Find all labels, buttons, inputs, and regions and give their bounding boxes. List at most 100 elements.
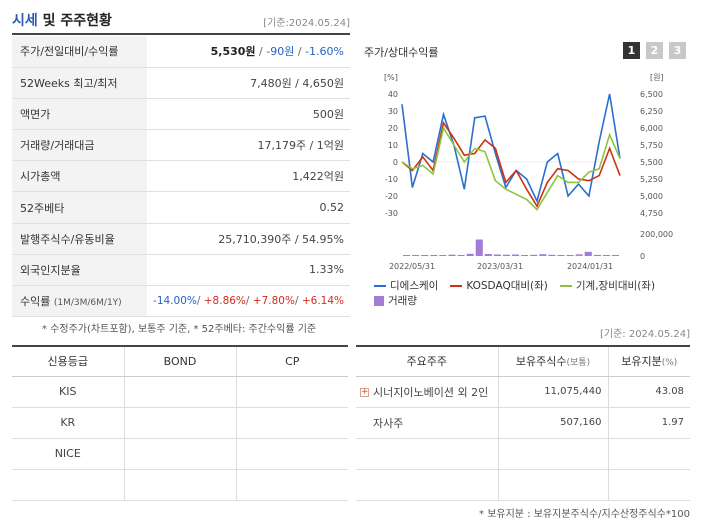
agency-cell: NICE (12, 438, 124, 470)
row-value: 1.33% (147, 254, 350, 287)
holder-pct (607, 469, 690, 501)
right-tick-label: 4,750 (640, 209, 663, 218)
holders-footnote: * 보유지분 : 보유지분주식수/지수산정주식수*100 (479, 509, 690, 520)
price-relative-return-chart: [%] [원] 40 30 20 10 0 -10 -20 -30 6,500 6,250 6,000 5… (384, 73, 673, 271)
separator: / (196, 295, 204, 308)
row-label: 발행주식수/유동비율 (12, 223, 147, 255)
table-row: + 시너지이노베이션 외 2인 11,075,440 43.08 (356, 376, 690, 408)
chart-tabs: 1 2 3 (623, 42, 686, 59)
table-row (356, 438, 690, 470)
credit-rating-table: 신용등급 BOND CP KIS KR NICE (12, 345, 348, 501)
legend-label: 거래량 (388, 295, 417, 307)
holder-pct (607, 438, 690, 470)
expand-plus-icon[interactable]: + (360, 387, 369, 397)
table-row (12, 469, 348, 501)
table-row: KIS (12, 376, 348, 408)
volume-bar (412, 255, 420, 256)
right-tick-label: 5,500 (640, 158, 663, 167)
table-row: 액면가 500원 (12, 98, 350, 131)
separator: / (245, 295, 253, 308)
table-row: KR (12, 407, 348, 439)
legend-item-volume: 거래량 (374, 293, 417, 308)
left-tick-label: 0 (393, 158, 398, 167)
chart-tab-1[interactable]: 1 (623, 42, 640, 59)
legend-row: 디에스케이 KOSDAQ대비(좌) 기계,장비대비(좌) (374, 278, 690, 293)
price-change-value: 5,530원 / -90원 / -1.60% (147, 36, 350, 68)
column-header-shares: 보유주식수(보통) (497, 345, 608, 377)
holders-base-date: [기준: 2024.05.24] (599, 329, 690, 340)
cp-cell (235, 469, 348, 501)
left-tick-label: -30 (385, 209, 398, 218)
quote-info-table: 주가/전일대비/수익률 5,530원 / -90원 / -1.60% 52Wee… (12, 36, 350, 318)
header-text: 보유주식수 (515, 355, 567, 369)
legend-item-stock: 디에스케이 (374, 278, 438, 293)
holder-shares (497, 469, 608, 501)
volume-bar (457, 255, 465, 256)
holder-name: 시너지이노베이션 외 2인 (373, 385, 489, 399)
row-label: 액면가 (12, 98, 147, 131)
holder-pct: 43.08 (607, 376, 690, 408)
section-title-highlight: 시세 (12, 13, 38, 29)
x-tick-label: 2022/05/31 (389, 262, 435, 271)
x-tick-label: 2023/03/31 (477, 262, 523, 271)
right-axis-unit: [원] (650, 73, 664, 82)
left-axis-unit: [%] (384, 73, 398, 82)
section-header: 시세 및 주주현황 [기준:2024.05.24] (12, 8, 350, 34)
table-row: 거래량/거래대금 17,179주 / 1억원 (12, 129, 350, 162)
return-1m: -14.00% (153, 295, 197, 308)
legend-swatch (450, 284, 463, 287)
legend-swatch (374, 284, 386, 287)
volume-bar (521, 255, 529, 256)
row-label: 외국인지분율 (12, 254, 147, 287)
section-title-rest: 및 주주현황 (37, 13, 112, 29)
return-6m: +7.80% (252, 295, 295, 308)
volume-bar (575, 254, 583, 256)
table-row: 자사주 507,160 1.97 (356, 407, 690, 439)
left-tick-label: 30 (388, 107, 398, 116)
right-tick-label: 5,750 (640, 141, 663, 150)
table-row: 주가/전일대비/수익률 5,530원 / -90원 / -1.60% (12, 36, 350, 68)
chart-tab-3[interactable]: 3 (669, 42, 686, 59)
chart-panel: 주가/상대수익률 1 2 3 [%] [원] 40 30 20 10 0 -10 -20 -30 6… (360, 38, 690, 310)
volume-bar (403, 255, 411, 256)
separator: / (294, 295, 302, 308)
chart-tab-2[interactable]: 2 (646, 42, 663, 59)
volume-bar (430, 255, 438, 256)
right-tick-label: 5,000 (640, 192, 663, 201)
returns-periods: (1M/3M/6M/1Y) (53, 298, 122, 309)
agency-cell (12, 469, 124, 501)
table-row: 발행주식수/유동비율 25,710,390주 / 54.95% (12, 223, 350, 255)
header-unit: (보통) (566, 358, 591, 369)
left-tick-label: 10 (388, 141, 398, 150)
table-row: 52Weeks 최고/최저 7,480원 / 4,650원 (12, 67, 350, 99)
return-1y: +6.14% (301, 295, 344, 308)
row-label: 52Weeks 최고/최저 (12, 67, 147, 99)
cp-cell (235, 438, 348, 470)
volume-bar (593, 254, 601, 256)
legend-item-sector: 기계,장비대비(좌) (559, 278, 655, 293)
series-line (401, 93, 621, 204)
right-tick-label: 6,000 (640, 124, 663, 133)
volume-bar (439, 255, 447, 256)
row-value: 17,179주 / 1억원 (147, 129, 350, 162)
right-tick-label: 6,250 (640, 107, 663, 116)
volume-tick-label: 0 (640, 252, 645, 261)
info-footnote: * 수정주가(차트포함), 보통주 기준, * 52주베타: 주간수익률 기준 (42, 324, 317, 335)
table-row: 52주베타 0.52 (12, 191, 350, 224)
volume-bar (539, 254, 547, 256)
holder-name-cell[interactable]: + 시너지이노베이션 외 2인 (356, 376, 498, 408)
column-header: BOND (123, 345, 236, 377)
returns-label: 수익률 (20, 295, 51, 309)
cp-cell (235, 376, 348, 408)
left-tick-label: -20 (385, 192, 398, 201)
volume-bar (584, 251, 592, 256)
price-change: -90원 (266, 45, 295, 59)
column-header: CP (235, 345, 348, 377)
header-text: 보유지분 (621, 355, 662, 369)
table-row: 외국인지분율 1.33% (12, 254, 350, 287)
volume-bar (466, 253, 474, 256)
column-header-holder: 주요주주 (356, 345, 498, 377)
cp-cell (235, 407, 348, 439)
holder-shares: 11,075,440 (497, 376, 608, 408)
volume-bar (475, 239, 483, 256)
